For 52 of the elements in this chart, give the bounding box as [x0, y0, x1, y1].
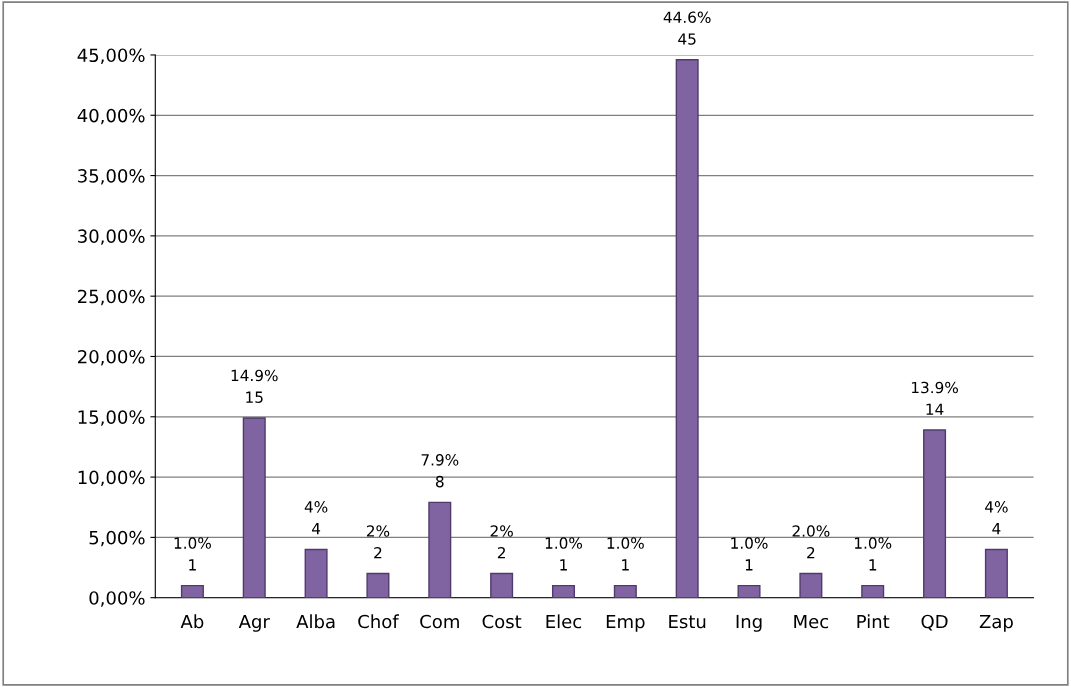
data-label: 1.0% 1: [607, 537, 644, 571]
x-tick-label: Chof: [358, 614, 400, 629]
bar: [737, 584, 761, 598]
bar: [428, 501, 452, 598]
x-tick-label: Agr: [238, 614, 270, 632]
bar: [799, 572, 823, 598]
x-tick-label: Pint: [857, 614, 890, 629]
x-tick-label: Alba: [296, 614, 335, 629]
data-label: 4% 4: [985, 501, 1008, 535]
bar: [675, 59, 699, 598]
bar: [366, 572, 390, 598]
bar: [304, 548, 328, 598]
x-tick-label: QD: [921, 614, 948, 631]
x-tick-label: Mec: [794, 614, 829, 629]
x-tick-label: Elec: [546, 614, 582, 629]
data-label: 13.9% 14: [911, 381, 958, 415]
y-tick-label: 10,00%: [78, 470, 145, 487]
y-tick-label: 35,00%: [78, 169, 145, 185]
bar: [490, 572, 514, 598]
data-label: 14.9% 15: [231, 369, 278, 403]
data-label: 1.0% 1: [854, 537, 892, 571]
y-tick-label: 15,00%: [78, 410, 145, 426]
data-label: 1.0% 1: [545, 537, 583, 571]
x-tick-label: Com: [420, 614, 459, 629]
data-label: 2% 2: [490, 525, 513, 559]
bar: [242, 417, 266, 598]
x-tick-label: Zap: [979, 614, 1013, 632]
x-tick-label: Ing: [736, 614, 762, 632]
bar: [861, 584, 885, 598]
x-tick-label: Ab: [180, 614, 204, 629]
data-label: 1.0% 1: [174, 537, 211, 571]
y-tick-label: 20,00%: [78, 349, 145, 366]
y-tick-label: 5,00%: [89, 530, 145, 547]
bar: [613, 584, 637, 598]
x-tick-label: Cost: [482, 614, 522, 629]
data-label: 2% 2: [366, 525, 390, 559]
data-label: 44.6% 45: [663, 11, 711, 45]
bar: [551, 584, 575, 598]
y-tick-label: 0,00%: [89, 591, 145, 607]
x-tick-label: Estu: [669, 614, 706, 629]
data-label: 2.0% 2: [792, 525, 830, 559]
bar: [923, 429, 947, 598]
data-label: 4% 4: [304, 501, 328, 535]
x-tick-label: Emp: [606, 614, 645, 632]
bar: [180, 584, 204, 598]
bar: [984, 548, 1008, 598]
y-tick-label: 25,00%: [78, 289, 145, 306]
y-tick-label: 30,00%: [78, 229, 145, 245]
y-tick-label: 40,00%: [77, 108, 145, 125]
y-tick-label: 45,00%: [77, 48, 145, 64]
data-label: 1.0% 1: [731, 537, 768, 571]
data-label: 7.9% 8: [421, 454, 459, 488]
